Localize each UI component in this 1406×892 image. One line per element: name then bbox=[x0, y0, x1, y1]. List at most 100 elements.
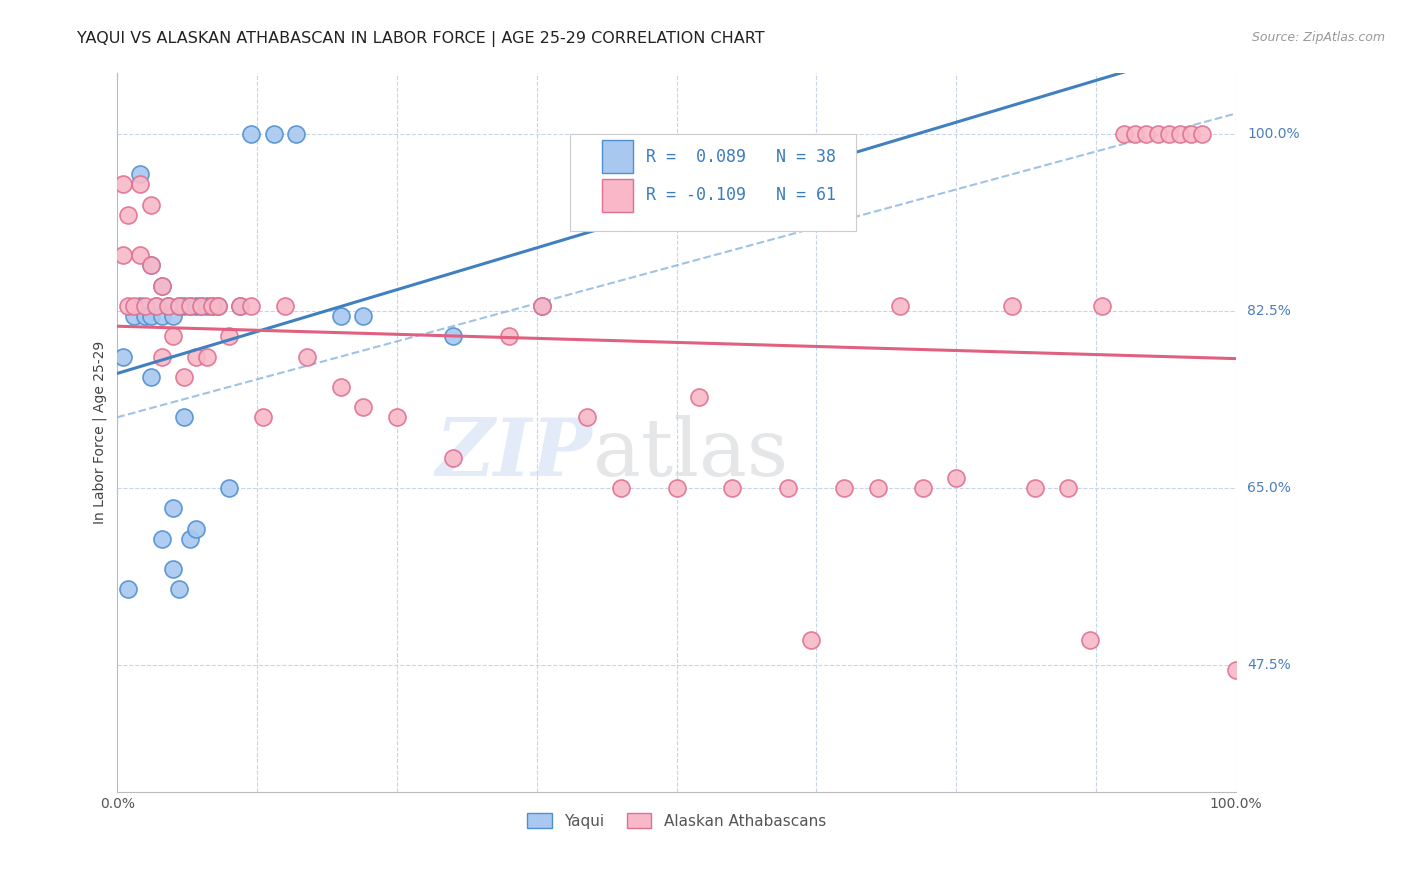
Point bbox=[145, 299, 167, 313]
Point bbox=[800, 633, 823, 648]
Point bbox=[834, 481, 856, 495]
Point bbox=[498, 329, 520, 343]
Point bbox=[179, 299, 201, 313]
Point bbox=[162, 329, 184, 343]
Point bbox=[173, 369, 195, 384]
Point bbox=[179, 532, 201, 546]
Point bbox=[778, 481, 800, 495]
Text: R =  0.089   N = 38: R = 0.089 N = 38 bbox=[647, 147, 837, 166]
Point bbox=[263, 127, 285, 141]
Point bbox=[688, 390, 710, 404]
Point bbox=[229, 299, 252, 313]
Text: 47.5%: 47.5% bbox=[1247, 658, 1291, 673]
Point bbox=[576, 410, 599, 425]
FancyBboxPatch shape bbox=[602, 179, 633, 211]
Point bbox=[531, 299, 554, 313]
Point bbox=[252, 410, 274, 425]
Point bbox=[274, 299, 297, 313]
Point bbox=[531, 299, 554, 313]
Text: 82.5%: 82.5% bbox=[1247, 304, 1291, 318]
Point bbox=[128, 299, 150, 313]
Point bbox=[330, 380, 353, 394]
Point bbox=[128, 167, 150, 181]
Text: 65.0%: 65.0% bbox=[1247, 481, 1291, 495]
Point bbox=[139, 197, 162, 211]
Point bbox=[352, 400, 374, 414]
Point bbox=[139, 259, 162, 273]
Y-axis label: In Labor Force | Age 25-29: In Labor Force | Age 25-29 bbox=[93, 341, 107, 524]
FancyBboxPatch shape bbox=[602, 140, 633, 173]
Point bbox=[156, 299, 179, 313]
Point bbox=[945, 471, 967, 485]
Point bbox=[173, 410, 195, 425]
Point bbox=[190, 299, 212, 313]
Point bbox=[111, 248, 134, 262]
Point bbox=[150, 309, 173, 323]
Point bbox=[150, 278, 173, 293]
Point bbox=[201, 299, 224, 313]
Point bbox=[162, 309, 184, 323]
Point bbox=[156, 299, 179, 313]
Point bbox=[1168, 127, 1191, 141]
Point bbox=[150, 532, 173, 546]
Text: YAQUI VS ALASKAN ATHABASCAN IN LABOR FORCE | AGE 25-29 CORRELATION CHART: YAQUI VS ALASKAN ATHABASCAN IN LABOR FOR… bbox=[77, 31, 765, 47]
Point bbox=[139, 369, 162, 384]
Point bbox=[179, 299, 201, 313]
Point bbox=[218, 329, 240, 343]
Point bbox=[139, 259, 162, 273]
Point bbox=[139, 309, 162, 323]
Point bbox=[240, 127, 263, 141]
Point bbox=[207, 299, 229, 313]
Point bbox=[111, 178, 134, 192]
Point bbox=[866, 481, 889, 495]
Point bbox=[1001, 299, 1024, 313]
Legend: Yaqui, Alaskan Athabascans: Yaqui, Alaskan Athabascans bbox=[522, 806, 832, 835]
Point bbox=[162, 562, 184, 576]
Point bbox=[352, 309, 374, 323]
Point bbox=[128, 178, 150, 192]
Point bbox=[1135, 127, 1157, 141]
Point bbox=[134, 299, 156, 313]
Point bbox=[117, 208, 139, 222]
Point bbox=[911, 481, 934, 495]
Point bbox=[122, 309, 145, 323]
Point bbox=[167, 582, 190, 597]
Point bbox=[665, 481, 688, 495]
Point bbox=[207, 299, 229, 313]
Point bbox=[145, 299, 167, 313]
Point bbox=[229, 299, 252, 313]
Point bbox=[385, 410, 408, 425]
Point bbox=[201, 299, 224, 313]
Point bbox=[1057, 481, 1080, 495]
Point bbox=[1146, 127, 1168, 141]
Text: 100.0%: 100.0% bbox=[1247, 127, 1299, 141]
Point bbox=[195, 299, 218, 313]
Point bbox=[297, 350, 319, 364]
Point bbox=[184, 299, 207, 313]
Point bbox=[1191, 127, 1213, 141]
Point bbox=[167, 299, 190, 313]
Point bbox=[285, 127, 308, 141]
Point bbox=[1080, 633, 1102, 648]
Point bbox=[117, 582, 139, 597]
Point bbox=[184, 350, 207, 364]
Point bbox=[1180, 127, 1202, 141]
Point bbox=[167, 299, 190, 313]
Point bbox=[441, 329, 464, 343]
FancyBboxPatch shape bbox=[571, 134, 855, 231]
Point bbox=[889, 299, 911, 313]
Point bbox=[162, 501, 184, 516]
Point bbox=[721, 481, 744, 495]
Point bbox=[609, 481, 631, 495]
Point bbox=[330, 309, 353, 323]
Text: atlas: atlas bbox=[593, 415, 787, 493]
Point bbox=[173, 299, 195, 313]
Point bbox=[150, 350, 173, 364]
Point bbox=[195, 350, 218, 364]
Point bbox=[184, 522, 207, 536]
Text: R = -0.109   N = 61: R = -0.109 N = 61 bbox=[647, 186, 837, 204]
Text: ZIP: ZIP bbox=[436, 416, 593, 492]
Point bbox=[218, 481, 240, 495]
Point bbox=[441, 450, 464, 465]
Text: Source: ZipAtlas.com: Source: ZipAtlas.com bbox=[1251, 31, 1385, 45]
